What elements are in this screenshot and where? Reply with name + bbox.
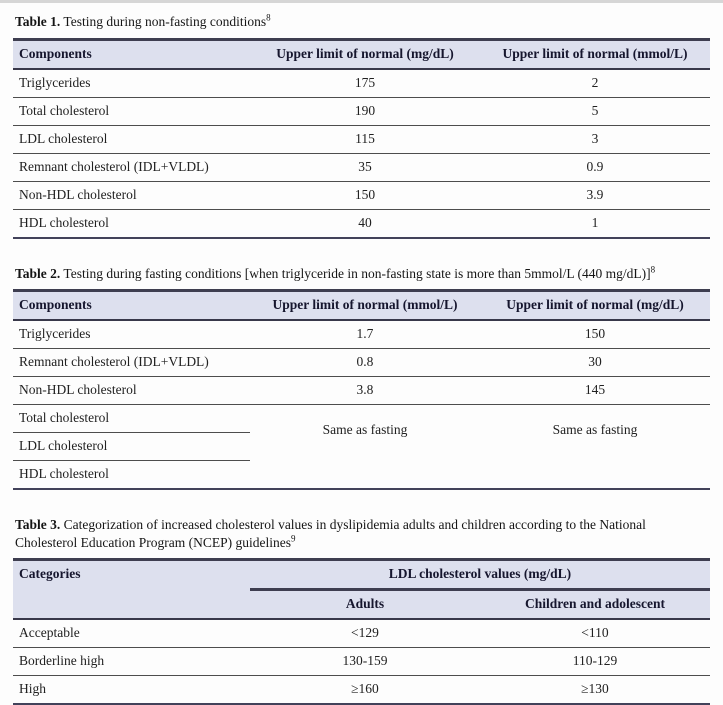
table1-section: Table 1. Testing during non-fasting cond… — [13, 13, 710, 239]
table1-title-text: Testing during non-fasting conditions — [60, 14, 267, 29]
cell-component: Remnant cholesterol (IDL+VLDL) — [13, 153, 250, 182]
cell-value: 0.8 — [249, 348, 480, 378]
cell-value: 40 — [249, 209, 480, 239]
table-row: Non-HDL cholesterol 3.8 145 — [13, 376, 710, 406]
cell-category: Borderline high — [13, 647, 250, 677]
table-row: High ≥160 ≥130 — [13, 675, 710, 705]
cell-value: 3.9 — [479, 181, 710, 210]
cell-component: Non-HDL cholesterol — [13, 376, 250, 406]
table1-header-row: Components Upper limit of normal (mg/dL)… — [13, 37, 710, 70]
table-row: Non-HDL cholesterol 150 3.9 — [13, 181, 710, 210]
table-row: Triglycerides 1.7 150 — [13, 320, 710, 350]
cell-value: <129 — [249, 619, 480, 649]
table-row: HDL cholesterol 40 1 — [13, 209, 710, 239]
table3-title: Table 3. Categorization of increased cho… — [15, 516, 710, 551]
table-row: Acceptable <129 <110 — [13, 619, 710, 649]
cell-value: 150 — [249, 181, 480, 210]
cell-component: LDL cholesterol — [13, 125, 250, 154]
table2-fasting: Components Upper limit of normal (mmol/L… — [13, 289, 710, 491]
table3-header-adults: Adults — [249, 588, 480, 621]
table3-ncep-categorization: Categories LDL cholesterol values (mg/dL… — [13, 558, 710, 705]
cell-component: LDL cholesterol — [13, 432, 250, 462]
cell-category: Acceptable — [13, 619, 250, 649]
cell-component: HDL cholesterol — [13, 460, 250, 491]
document-page: Table 1. Testing during non-fasting cond… — [0, 3, 723, 705]
cell-component: Triglycerides — [13, 320, 250, 350]
table2-header-mgdl: Upper limit of normal (mg/dL) — [479, 289, 710, 322]
cell-value: 115 — [249, 125, 480, 154]
table2-title-text: Testing during fasting conditions [when … — [60, 265, 651, 281]
table-row: Total cholesterol 190 5 — [13, 97, 710, 126]
cell-component: Non-HDL cholesterol — [13, 181, 250, 210]
cell-value: 3 — [479, 125, 710, 154]
table1-citation-superscript: 8 — [266, 12, 271, 23]
cell-value: 130-159 — [249, 647, 480, 677]
table3-title-text: Categorization of increased cholesterol … — [15, 517, 646, 550]
cell-value: 190 — [249, 97, 480, 126]
table2-title: Table 2. Testing during fasting conditio… — [15, 265, 710, 283]
table-row: LDL cholesterol 115 3 — [13, 125, 710, 154]
table1-nonfasting: Components Upper limit of normal (mg/dL)… — [13, 37, 710, 239]
table-row: Remnant cholesterol (IDL+VLDL) 0.8 30 — [13, 348, 710, 378]
cell-value: 0.9 — [479, 153, 710, 182]
table-row: Triglycerides 175 2 — [13, 68, 710, 98]
table2-title-label: Table 2. — [15, 265, 61, 281]
cell-value: ≥160 — [249, 675, 480, 705]
table3-header-row-sub: Adults Children and adolescent — [13, 588, 710, 621]
table1-header-mgdl: Upper limit of normal (mg/dL) — [249, 37, 480, 70]
table2-header-components: Components — [13, 289, 250, 322]
cell-value: 150 — [479, 320, 710, 350]
table2-header-row: Components Upper limit of normal (mmol/L… — [13, 289, 710, 322]
cell-component: Triglycerides — [13, 68, 250, 98]
cell-component: HDL cholesterol — [13, 209, 250, 239]
table3-header-children: Children and adolescent — [479, 588, 710, 621]
table2-citation-superscript: 8 — [650, 264, 656, 275]
cell-value: 35 — [249, 153, 480, 182]
table1-title: Table 1. Testing during non-fasting cond… — [15, 13, 710, 31]
cell-same-as-fasting: Same as fasting — [249, 404, 480, 491]
table3-header-categories: Categories — [13, 558, 250, 621]
cell-value: 30 — [479, 348, 710, 378]
table-row: LDL cholesterol — [13, 432, 710, 462]
cell-value: 1 — [479, 209, 710, 239]
cell-value: 3.8 — [249, 376, 480, 406]
table1-header-mmoll: Upper limit of normal (mmol/L) — [479, 37, 710, 70]
table-row: Borderline high 130-159 110-129 — [13, 647, 710, 677]
table3-section: Table 3. Categorization of increased cho… — [13, 516, 710, 705]
cell-value: 1.7 — [249, 320, 480, 350]
table-row: Total cholesterol Same as fasting Same a… — [13, 404, 710, 491]
table3-header-ldl-group: LDL cholesterol values (mg/dL) — [249, 558, 710, 591]
table2-section: Table 2. Testing during fasting conditio… — [13, 265, 710, 491]
table3-title-label: Table 3. — [15, 517, 61, 533]
cell-value: 175 — [249, 68, 480, 98]
cell-component: Total cholesterol — [13, 97, 250, 126]
table1-header-components: Components — [13, 37, 250, 70]
table3-header-row-group: Categories LDL cholesterol values (mg/dL… — [13, 558, 710, 621]
cell-value: ≥130 — [479, 675, 710, 705]
table-row: Remnant cholesterol (IDL+VLDL) 35 0.9 — [13, 153, 710, 182]
cell-value: 2 — [479, 68, 710, 98]
cell-component: Remnant cholesterol (IDL+VLDL) — [13, 348, 250, 378]
table2-header-mmoll: Upper limit of normal (mmol/L) — [249, 289, 480, 322]
cell-same-as-fasting: Same as fasting — [479, 404, 710, 491]
cell-value: 5 — [479, 97, 710, 126]
cell-value: <110 — [479, 619, 710, 649]
table1-title-label: Table 1. — [15, 14, 61, 29]
cell-value: 145 — [479, 376, 710, 406]
table-row: HDL cholesterol — [13, 460, 710, 491]
cell-component: Total cholesterol — [13, 404, 250, 434]
table3-citation-superscript: 9 — [290, 533, 296, 544]
cell-value: 110-129 — [479, 647, 710, 677]
cell-category: High — [13, 675, 250, 705]
